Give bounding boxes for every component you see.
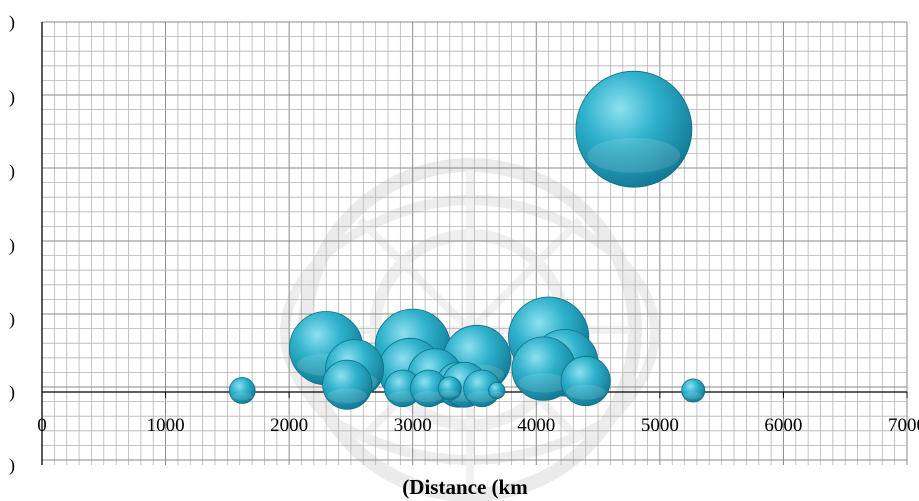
bubble-point xyxy=(681,378,706,403)
bubble-highlight xyxy=(414,391,444,403)
y-tick-labels: ))))))) xyxy=(9,12,15,476)
bubble-highlight xyxy=(327,388,367,404)
bubble-highlight xyxy=(683,392,703,400)
bubble-highlight xyxy=(490,391,504,397)
x-tick-label: 4000 xyxy=(517,415,555,436)
bubble-point xyxy=(228,377,256,404)
bubble-point xyxy=(488,381,506,400)
bubble-highlight xyxy=(518,373,570,393)
x-tick-label: 6000 xyxy=(764,415,802,436)
y-tick-label: ) xyxy=(9,161,15,182)
x-tick-label: 2000 xyxy=(270,415,308,436)
bubble-highlight xyxy=(587,137,681,173)
x-tick-label: 3000 xyxy=(394,415,432,436)
bubble-highlight xyxy=(566,384,606,400)
bubble-highlight xyxy=(388,391,418,403)
x-tick-labels: 0 1000 2000 3000 4000 5000 6000 7000 xyxy=(37,415,919,436)
bubble-point xyxy=(575,70,693,188)
bubble-highlight xyxy=(231,392,253,401)
x-tick-label: 0 xyxy=(37,415,47,436)
y-tick-label: ) xyxy=(9,455,15,476)
y-tick-label: ) xyxy=(9,12,15,33)
y-tick-label: ) xyxy=(9,309,15,330)
bubble-point xyxy=(322,359,373,410)
bubble-series xyxy=(228,70,706,410)
bubble-point xyxy=(437,376,462,401)
bubble-highlight xyxy=(440,390,460,398)
x-tick-label: 7000 xyxy=(888,415,919,436)
y-tick-label: ) xyxy=(9,87,15,108)
bubble-point xyxy=(560,356,611,407)
y-tick-label: ) xyxy=(9,235,15,256)
y-tick-label: ) xyxy=(9,382,15,403)
x-tick-label: 5000 xyxy=(641,415,679,436)
x-axis-title: (Distance (km xyxy=(402,475,528,499)
x-tick-label: 1000 xyxy=(147,415,185,436)
